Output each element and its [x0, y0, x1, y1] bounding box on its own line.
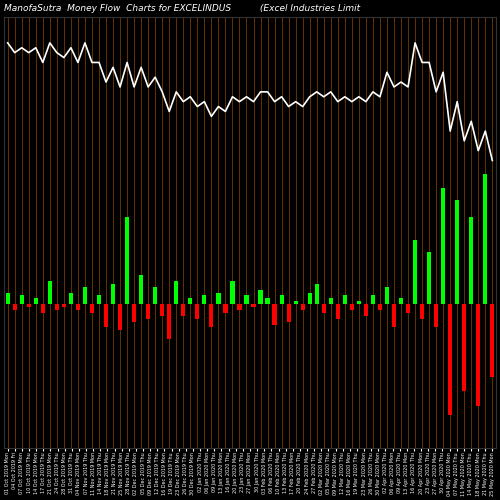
- Bar: [40, 304, 45, 313]
- Bar: [322, 304, 326, 313]
- Bar: [427, 252, 431, 304]
- Bar: [139, 275, 143, 304]
- Bar: [483, 174, 488, 304]
- Bar: [90, 304, 94, 313]
- Bar: [350, 304, 354, 310]
- Bar: [399, 298, 403, 304]
- Bar: [272, 304, 276, 324]
- Bar: [244, 296, 248, 304]
- Bar: [371, 296, 375, 304]
- Text: ManofaSutra  Money Flow  Charts for EXCELINDUS          (Excel Industries Limit: ManofaSutra Money Flow Charts for EXCELI…: [4, 4, 360, 13]
- Bar: [54, 304, 59, 310]
- Bar: [314, 284, 319, 304]
- Bar: [490, 304, 494, 377]
- Bar: [258, 290, 262, 304]
- Bar: [118, 304, 122, 330]
- Bar: [378, 304, 382, 310]
- Bar: [342, 296, 347, 304]
- Bar: [280, 296, 283, 304]
- Bar: [420, 304, 424, 318]
- Bar: [188, 298, 192, 304]
- Bar: [392, 304, 396, 328]
- Bar: [238, 304, 242, 310]
- Bar: [76, 304, 80, 310]
- Bar: [385, 287, 389, 304]
- Bar: [455, 200, 460, 304]
- Bar: [441, 188, 446, 304]
- Bar: [476, 304, 480, 406]
- Bar: [104, 304, 108, 328]
- Bar: [294, 302, 298, 304]
- Bar: [448, 304, 452, 414]
- Bar: [328, 298, 333, 304]
- Bar: [216, 292, 220, 304]
- Bar: [286, 304, 290, 322]
- Bar: [230, 281, 234, 304]
- Bar: [202, 296, 206, 304]
- Bar: [83, 287, 87, 304]
- Bar: [336, 304, 340, 318]
- Bar: [181, 304, 186, 316]
- Bar: [153, 287, 158, 304]
- Bar: [97, 296, 101, 304]
- Bar: [160, 304, 164, 316]
- Bar: [26, 304, 31, 307]
- Bar: [34, 298, 38, 304]
- Bar: [357, 302, 361, 304]
- Bar: [69, 292, 73, 304]
- Bar: [300, 304, 305, 310]
- Bar: [6, 292, 10, 304]
- Bar: [462, 304, 466, 392]
- Bar: [210, 304, 214, 328]
- Bar: [252, 304, 256, 307]
- Bar: [224, 304, 228, 313]
- Bar: [48, 281, 52, 304]
- Bar: [406, 304, 410, 313]
- Bar: [132, 304, 136, 322]
- Bar: [308, 292, 312, 304]
- Bar: [413, 240, 417, 304]
- Bar: [125, 217, 129, 304]
- Bar: [434, 304, 438, 328]
- Bar: [111, 284, 115, 304]
- Bar: [167, 304, 172, 339]
- Bar: [62, 304, 66, 307]
- Bar: [174, 281, 178, 304]
- Bar: [12, 304, 17, 310]
- Bar: [364, 304, 368, 316]
- Bar: [20, 296, 24, 304]
- Bar: [195, 304, 200, 318]
- Bar: [146, 304, 150, 318]
- Bar: [266, 298, 270, 304]
- Bar: [469, 217, 474, 304]
